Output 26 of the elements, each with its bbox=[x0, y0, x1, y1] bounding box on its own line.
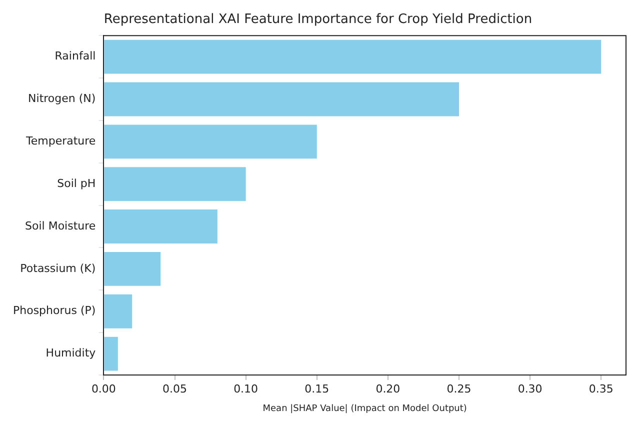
y-tick-label: Temperature bbox=[25, 134, 96, 148]
x-tick-label: 0.00 bbox=[91, 382, 116, 396]
y-tick-label: Soil Moisture bbox=[25, 219, 96, 232]
x-axis-title: Mean |SHAP Value| (Impact on Model Output) bbox=[262, 404, 467, 414]
bar bbox=[104, 124, 317, 159]
x-tick-label: 0.20 bbox=[376, 382, 400, 396]
x-tick-label: 0.25 bbox=[446, 382, 472, 396]
y-tick-label: Nitrogen (N) bbox=[28, 92, 96, 106]
bar bbox=[104, 167, 246, 202]
y-tick-label: Phosphorus (P) bbox=[12, 304, 96, 318]
y-tick-label: Rainfall bbox=[54, 50, 96, 63]
bar bbox=[104, 294, 132, 328]
x-tick-label: 0.05 bbox=[162, 382, 187, 396]
bar bbox=[104, 210, 218, 244]
x-tick-label: 0.10 bbox=[234, 382, 258, 396]
chart-title: Representational XAI Feature Importance for Crop Yield Prediction bbox=[104, 12, 532, 28]
bar bbox=[104, 252, 161, 286]
y-tick-label: Soil pH bbox=[57, 176, 96, 190]
x-tick-label: 0.35 bbox=[588, 382, 614, 396]
x-tick-label: 0.30 bbox=[518, 382, 542, 396]
bar bbox=[104, 40, 602, 74]
y-tick-label: Humidity bbox=[46, 346, 96, 360]
bar bbox=[104, 82, 460, 116]
x-tick-label: 0.15 bbox=[304, 382, 330, 396]
y-tick-label: Potassium (K) bbox=[20, 262, 96, 275]
bar bbox=[104, 336, 118, 371]
